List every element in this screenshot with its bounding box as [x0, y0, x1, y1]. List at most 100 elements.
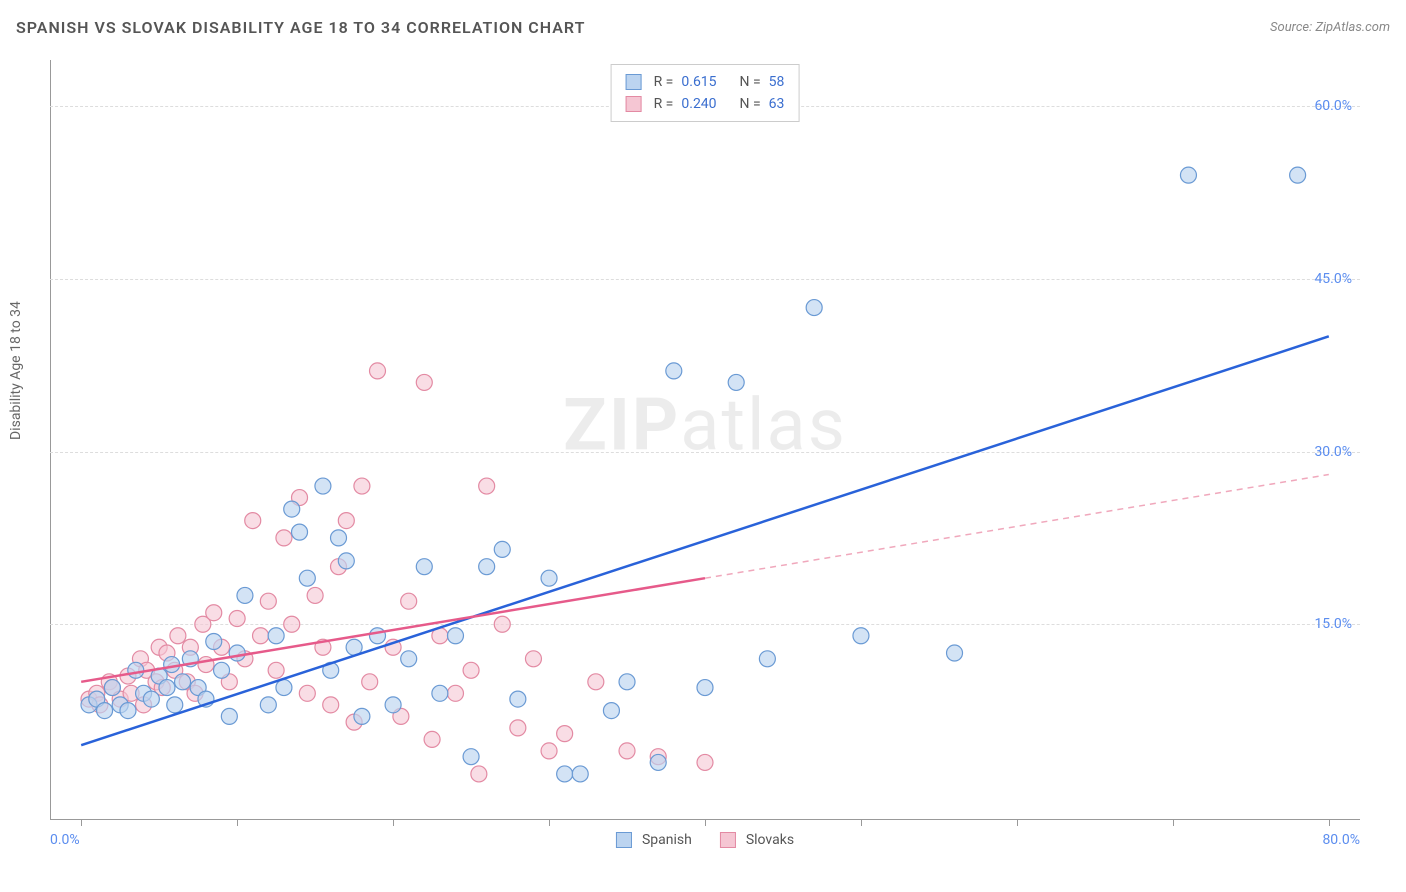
- data-point: [525, 651, 541, 667]
- data-point: [331, 530, 347, 546]
- xtick: [237, 820, 238, 826]
- x-axis-max-label: 80.0%: [1322, 832, 1360, 848]
- data-point: [299, 570, 315, 586]
- data-point: [447, 628, 463, 644]
- data-point: [206, 634, 222, 650]
- xtick: [705, 820, 706, 826]
- data-point: [370, 628, 386, 644]
- r-label-slovaks: R =: [654, 93, 674, 115]
- data-point: [557, 766, 573, 782]
- data-point: [170, 628, 186, 644]
- n-value-slovaks: 63: [769, 93, 785, 115]
- n-label-slovaks: N =: [740, 93, 761, 115]
- data-point: [338, 553, 354, 569]
- data-point: [299, 685, 315, 701]
- xtick: [861, 820, 862, 826]
- data-point: [447, 685, 463, 701]
- data-point: [354, 708, 370, 724]
- source-prefix: Source:: [1270, 20, 1315, 35]
- data-point: [284, 501, 300, 517]
- source-credit: Source: ZipAtlas.com: [1270, 20, 1390, 35]
- data-point: [416, 559, 432, 575]
- data-point: [650, 754, 666, 770]
- data-point: [164, 657, 180, 673]
- data-point: [947, 645, 963, 661]
- legend-item-slovaks: Slovaks: [720, 832, 794, 848]
- data-point: [1290, 167, 1306, 183]
- data-point: [237, 587, 253, 603]
- x-axis-min-label: 0.0%: [50, 832, 80, 848]
- stats-row-slovaks: R = 0.240 N = 63: [626, 93, 785, 115]
- data-point: [759, 651, 775, 667]
- data-point: [463, 662, 479, 678]
- legend-label-spanish: Spanish: [642, 832, 692, 848]
- data-point: [175, 674, 191, 690]
- r-value-spanish: 0.615: [681, 71, 716, 93]
- data-point: [370, 363, 386, 379]
- xtick: [1017, 820, 1018, 826]
- data-point: [268, 628, 284, 644]
- stats-legend: R = 0.615 N = 58 R = 0.240 N = 63: [611, 64, 800, 122]
- data-point: [1180, 167, 1196, 183]
- data-point: [284, 616, 300, 632]
- r-value-slovaks: 0.240: [681, 93, 716, 115]
- data-point: [463, 749, 479, 765]
- data-point: [253, 628, 269, 644]
- series-legend: Spanish Slovaks: [616, 832, 794, 848]
- data-point: [104, 680, 120, 696]
- data-point: [494, 616, 510, 632]
- n-label-spanish: N =: [740, 71, 761, 93]
- data-point: [697, 754, 713, 770]
- data-point: [619, 743, 635, 759]
- data-point: [229, 645, 245, 661]
- xtick: [1329, 820, 1330, 826]
- data-point: [260, 697, 276, 713]
- data-point: [221, 708, 237, 724]
- data-point: [307, 587, 323, 603]
- r-label-spanish: R =: [654, 71, 674, 93]
- chart-title: SPANISH VS SLOVAK DISABILITY AGE 18 TO 3…: [16, 18, 585, 37]
- xtick: [393, 820, 394, 826]
- data-point: [619, 674, 635, 690]
- data-point: [541, 570, 557, 586]
- data-point: [338, 513, 354, 529]
- data-point: [143, 691, 159, 707]
- scatter-svg: [50, 60, 1360, 820]
- data-point: [167, 697, 183, 713]
- data-point: [401, 593, 417, 609]
- n-value-spanish: 58: [769, 71, 785, 93]
- data-point: [603, 703, 619, 719]
- data-point: [806, 300, 822, 316]
- data-point: [245, 513, 261, 529]
- swatch-slovaks-icon: [720, 832, 736, 848]
- data-point: [214, 662, 230, 678]
- data-point: [479, 478, 495, 494]
- data-point: [471, 766, 487, 782]
- data-point: [362, 674, 378, 690]
- data-point: [385, 697, 401, 713]
- data-point: [424, 731, 440, 747]
- xtick: [549, 820, 550, 826]
- data-point: [510, 691, 526, 707]
- chart-container: SPANISH VS SLOVAK DISABILITY AGE 18 TO 3…: [0, 0, 1406, 892]
- data-point: [206, 605, 222, 621]
- data-point: [510, 720, 526, 736]
- xtick: [81, 820, 82, 826]
- data-point: [541, 743, 557, 759]
- data-point: [728, 374, 744, 390]
- swatch-spanish: [626, 74, 642, 90]
- data-point: [276, 530, 292, 546]
- data-point: [853, 628, 869, 644]
- legend-label-slovaks: Slovaks: [746, 832, 794, 848]
- data-point: [292, 524, 308, 540]
- data-point: [666, 363, 682, 379]
- swatch-spanish-icon: [616, 832, 632, 848]
- data-point: [416, 374, 432, 390]
- data-point: [268, 662, 284, 678]
- data-point: [260, 593, 276, 609]
- source-name: ZipAtlas.com: [1315, 20, 1390, 35]
- data-point: [97, 703, 113, 719]
- stats-row-spanish: R = 0.615 N = 58: [626, 71, 785, 93]
- trendline-slovaks-dashed: [705, 475, 1329, 579]
- swatch-slovaks: [626, 96, 642, 112]
